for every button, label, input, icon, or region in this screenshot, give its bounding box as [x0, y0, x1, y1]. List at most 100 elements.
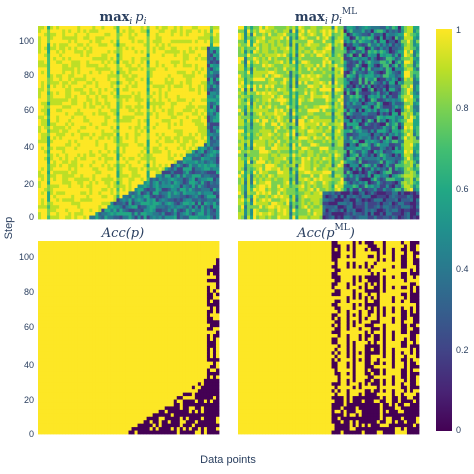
- heatmap-cell: [203, 77, 208, 82]
- heatmap-cell: [47, 63, 51, 68]
- heatmap-cell: [77, 77, 81, 82]
- heatmap-cell: [164, 136, 169, 141]
- heatmap-cell: [209, 167, 214, 172]
- heatmap-cell: [83, 43, 87, 48]
- heatmap-cell: [203, 105, 208, 110]
- heatmap-cell: [298, 112, 302, 117]
- heatmap-cell: [385, 39, 390, 44]
- heatmap-cell: [161, 57, 166, 61]
- heatmap-cell: [74, 39, 78, 44]
- heatmap-cell: [325, 94, 329, 99]
- heatmap-cell: [379, 108, 384, 113]
- heatmap-cell: [146, 170, 151, 175]
- heatmap-cell: [77, 132, 81, 137]
- heatmap-cell: [92, 94, 96, 99]
- heatmap-cell: [47, 191, 51, 196]
- heatmap-cell: [158, 125, 163, 130]
- heatmap-cell: [203, 174, 208, 179]
- heatmap-cell: [388, 50, 393, 54]
- heatmap-cell: [283, 84, 287, 89]
- heatmap-cell: [98, 136, 102, 141]
- heatmap-cell: [340, 53, 344, 58]
- heatmap-cell: [382, 39, 387, 44]
- heatmap-cell: [101, 139, 105, 144]
- heatmap-cell: [194, 43, 199, 48]
- heatmap-cell: [209, 67, 214, 72]
- heatmap-cell: [188, 187, 193, 192]
- heatmap-cell: [337, 39, 341, 44]
- heatmap-cell: [415, 115, 420, 120]
- heatmap-cell: [83, 212, 87, 216]
- heatmap-cell: [74, 36, 78, 41]
- heatmap-cell: [373, 105, 378, 110]
- heatmap-cell: [331, 39, 335, 44]
- heatmap-cell: [209, 91, 214, 96]
- heatmap-cell: [262, 53, 266, 58]
- heatmap-cell: [409, 88, 414, 92]
- heatmap-cell: [77, 32, 81, 37]
- heatmap-cell: [280, 50, 284, 54]
- heatmap-cell: [206, 146, 211, 151]
- heatmap-cell: [140, 177, 144, 182]
- heatmap-cell: [313, 101, 317, 106]
- heatmap-cell: [394, 94, 399, 99]
- heatmap-cell: [116, 153, 120, 158]
- heatmap-cell: [334, 94, 338, 99]
- heatmap-cell: [119, 50, 123, 54]
- heatmap-cell: [301, 105, 305, 110]
- heatmap-cell: [113, 156, 117, 161]
- heatmap-cell: [241, 112, 245, 117]
- heatmap-cell: [173, 105, 178, 110]
- heatmap-cell: [77, 70, 81, 75]
- heatmap-cell: [134, 43, 138, 48]
- heatmap-cell: [191, 208, 196, 213]
- heatmap-cell: [65, 29, 69, 34]
- heatmap-cell: [346, 115, 351, 120]
- heatmap-cell: [89, 53, 93, 58]
- heatmap-cell: [322, 105, 326, 110]
- heatmap-cell: [146, 125, 151, 130]
- heatmap-cell: [286, 36, 290, 41]
- heatmap-cell: [125, 163, 129, 168]
- heatmap-cell: [65, 201, 69, 206]
- heatmap-cell: [355, 98, 360, 103]
- heatmap-cell: [182, 167, 187, 172]
- heatmap-cell: [101, 94, 105, 99]
- heatmap-cell: [203, 212, 208, 216]
- heatmap-cell: [346, 98, 351, 103]
- heatmap-cell: [116, 143, 120, 148]
- heatmap-cell: [110, 84, 114, 89]
- heatmap-cell: [128, 125, 132, 130]
- heatmap-cell: [212, 174, 217, 179]
- heatmap-cell: [238, 57, 242, 61]
- heatmap-cell: [146, 60, 151, 65]
- heatmap-cell: [376, 29, 381, 34]
- heatmap-cell: [59, 170, 63, 175]
- heatmap-cell: [209, 29, 214, 34]
- heatmap-cell: [101, 108, 105, 113]
- heatmap-cell: [71, 57, 75, 61]
- heatmap-cell: [241, 63, 245, 68]
- heatmap-cell: [74, 81, 78, 85]
- heatmap-cell: [316, 36, 320, 41]
- heatmap-cell: [182, 205, 187, 210]
- heatmap-cell: [134, 57, 138, 61]
- heatmap-cell: [367, 94, 372, 99]
- heatmap-cell: [188, 132, 193, 137]
- heatmap-cell: [149, 132, 154, 137]
- heatmap-cell: [412, 32, 417, 37]
- heatmap-cell: [122, 132, 126, 137]
- heatmap-cell: [403, 115, 408, 120]
- heatmap-cell: [41, 112, 45, 117]
- heatmap-cell: [176, 212, 181, 216]
- heatmap-cell: [247, 46, 251, 51]
- heatmap-cell: [125, 156, 129, 161]
- heatmap-cell: [38, 177, 42, 182]
- heatmap-cell: [334, 112, 338, 117]
- heatmap-cell: [155, 156, 160, 161]
- heatmap-cell: [44, 212, 48, 216]
- heatmap-cell: [47, 143, 51, 148]
- heatmap-cell: [188, 208, 193, 213]
- heatmap-cell: [77, 153, 81, 158]
- heatmap-cell: [146, 205, 151, 210]
